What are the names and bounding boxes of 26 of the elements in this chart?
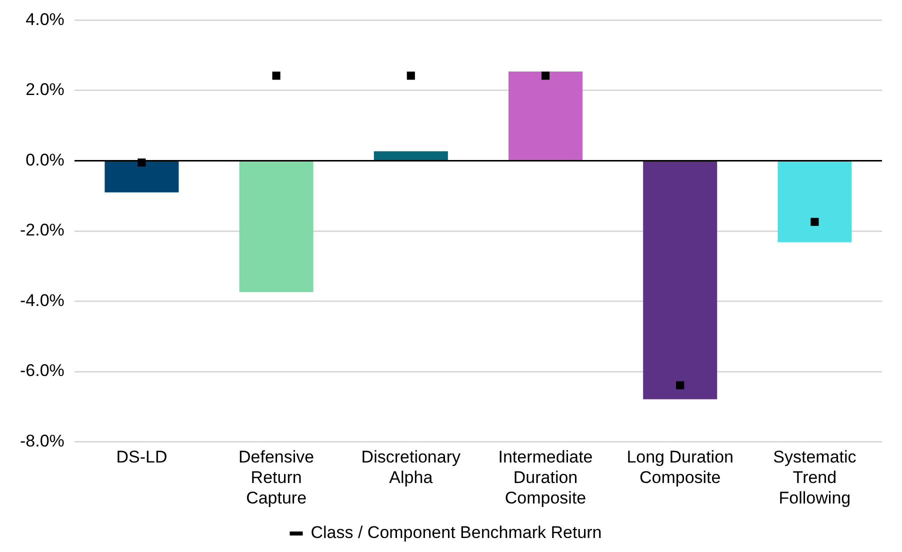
point <box>138 158 146 167</box>
y-tick-label: -6.0% <box>20 361 64 380</box>
y-tick-label: 4.0% <box>26 10 64 29</box>
y-tick-label: -4.0% <box>20 290 64 310</box>
x-tick-label: Long Duration Composite <box>626 448 734 488</box>
point <box>810 218 819 226</box>
point <box>676 381 684 390</box>
bar <box>643 161 718 400</box>
bar <box>104 161 179 192</box>
y-tick-label: -2.0% <box>20 220 64 240</box>
bar <box>778 161 852 242</box>
bar <box>239 161 314 292</box>
y-tick-label: 2.0% <box>26 80 64 100</box>
bar <box>508 71 583 160</box>
x-tick-label: DS-LD <box>116 448 168 467</box>
x-tick-label: Discretionary Alpha <box>361 448 461 488</box>
x-tick-label: Systematic Trend Following <box>773 448 857 508</box>
legend-label: Class / Component Benchmark Return <box>310 523 602 542</box>
point <box>541 72 550 80</box>
point <box>272 72 280 80</box>
x-tick-label: Intermediate Duration Composite <box>498 448 593 508</box>
bar <box>374 151 448 160</box>
y-tick-label: -8.0% <box>20 431 64 450</box>
point <box>406 72 415 80</box>
y-tick-label: 0.0% <box>26 150 64 170</box>
x-tick-label: Defensive Return Capture <box>238 448 314 508</box>
